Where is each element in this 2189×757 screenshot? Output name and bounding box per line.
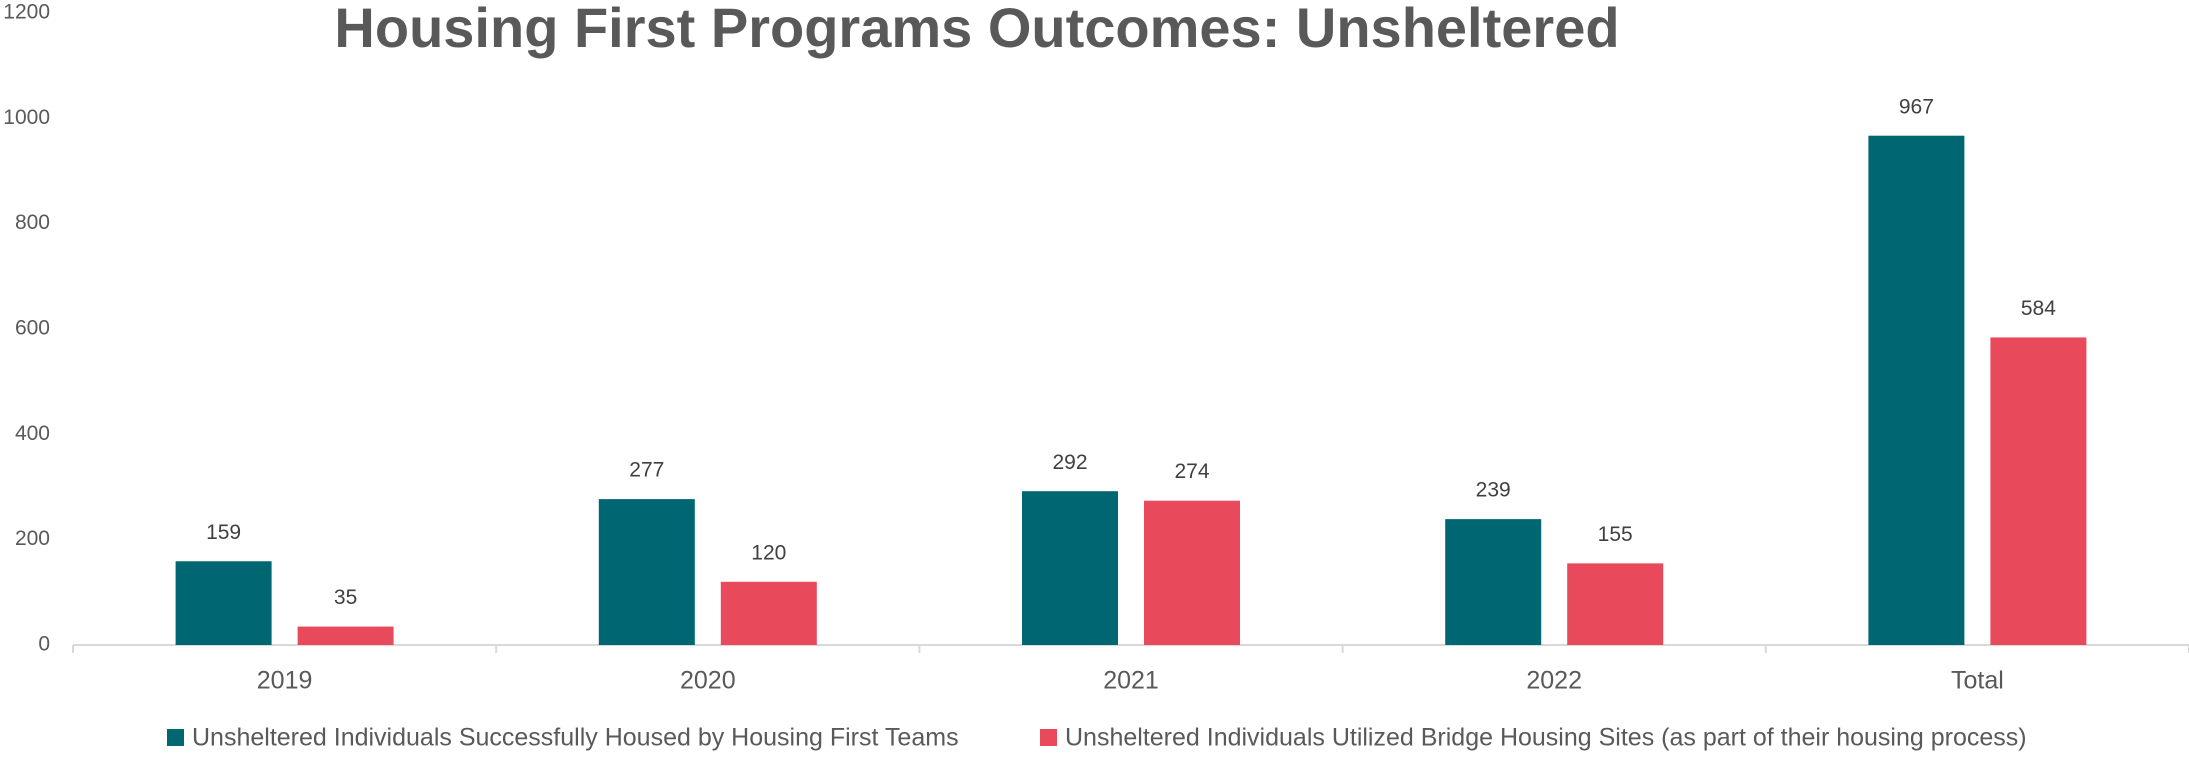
y-tick-label: 1000	[3, 106, 50, 129]
legend-label: Unsheltered Individuals Utilized Bridge …	[1065, 724, 2027, 752]
data-label: 35	[334, 586, 357, 609]
x-tick-label: 2020	[680, 667, 736, 695]
data-label: 277	[629, 459, 664, 482]
bar	[1144, 500, 1240, 645]
bar	[1445, 519, 1542, 645]
data-label: 584	[2021, 297, 2056, 320]
bar	[720, 581, 817, 645]
data-label: 292	[1052, 451, 1087, 474]
legend-label: Unsheltered Individuals Successfully Hou…	[192, 724, 959, 752]
bar	[297, 626, 394, 645]
x-tick-label: 2022	[1526, 667, 1582, 695]
data-label: 120	[751, 541, 786, 564]
y-tick-label: 600	[15, 317, 50, 340]
data-label: 274	[1174, 460, 1209, 483]
data-label: 159	[206, 521, 241, 544]
data-label: 967	[1899, 95, 1934, 118]
x-tick-label: 2021	[1103, 667, 1159, 695]
y-tick-label: 1200	[3, 1, 50, 24]
y-tick-label: 200	[15, 527, 50, 550]
legend-swatch	[167, 729, 184, 746]
x-tick-label: Total	[1951, 667, 2004, 695]
y-tick-label: 800	[15, 211, 50, 234]
data-label: 155	[1598, 523, 1633, 546]
x-tick-label: 2019	[257, 667, 313, 695]
chart-title: Housing First Programs Outcomes: Unshelt…	[334, 0, 1619, 59]
legend-swatch	[1040, 729, 1057, 746]
bar	[1868, 135, 1965, 646]
bar	[175, 561, 272, 645]
y-tick-label: 400	[15, 422, 50, 445]
bar	[598, 499, 695, 645]
data-label: 239	[1476, 479, 1511, 502]
bar	[1022, 491, 1118, 645]
bar	[1567, 563, 1664, 645]
bar	[1990, 337, 2087, 645]
y-tick-label: 0	[38, 633, 50, 656]
